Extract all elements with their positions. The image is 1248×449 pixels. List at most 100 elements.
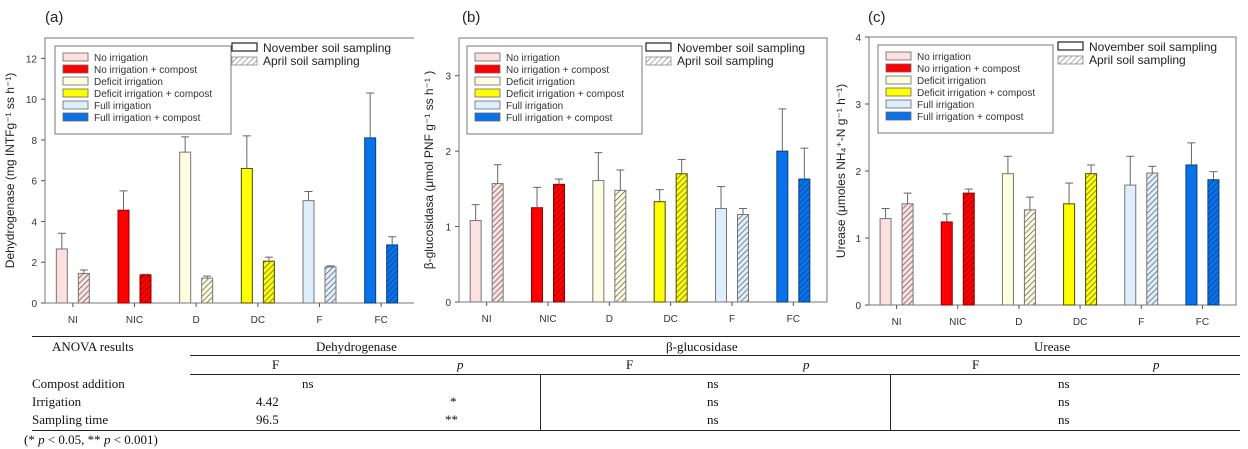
x-tick-label: F	[729, 314, 735, 325]
bar-april	[1207, 179, 1220, 306]
x-tick-label: DC	[251, 315, 265, 326]
column-divider-1	[540, 374, 541, 430]
legend-swatch-november	[1057, 41, 1084, 51]
stat-p-glucosidase: p	[803, 357, 810, 372]
bar-april	[737, 214, 749, 303]
irrigation-glucosidase: ns	[707, 394, 719, 409]
footnote: (* p < 0.05, ** p < 0.001)	[24, 432, 158, 448]
legend-swatch	[885, 87, 912, 97]
x-tick-label: NI	[892, 317, 902, 328]
bar-november	[653, 201, 666, 303]
legend-label: Deficit irrigation	[917, 76, 986, 87]
panel-label: (a)	[45, 9, 63, 26]
footnote-part: < 0.05, **	[44, 432, 104, 447]
x-tick-label: DC	[1073, 317, 1087, 328]
stat-p-urease: p	[1153, 357, 1160, 372]
panel-label: (b)	[462, 9, 480, 26]
x-tick-label: F	[316, 315, 322, 326]
stat-f-urease: F	[972, 357, 980, 372]
legend-label: Full irrigation	[917, 100, 974, 111]
legend-label: Full irrigation + compost	[506, 113, 613, 124]
anova-table: ANOVA results Dehydrogenase β-glucosidas…	[0, 330, 1248, 449]
bar-november	[55, 248, 68, 304]
y-tick-label: 2	[445, 147, 451, 158]
y-tick-label: 1	[855, 234, 861, 245]
y-tick-label: 10	[26, 95, 38, 106]
chart-dehydrogenase: (a) 0 2 4 6 8 10 12 Dehydrogenase (mg INTFg⁻¹ ss…	[3, 9, 414, 326]
legend-label: No irrigation + compost	[917, 64, 1020, 75]
bar-november	[117, 209, 130, 304]
legend-swatch	[474, 88, 501, 98]
legend-swatch	[62, 88, 89, 98]
legend-swatch	[62, 52, 89, 62]
legend-label: No irrigation	[94, 53, 148, 64]
stat-f-glucosidase: F	[626, 357, 634, 372]
legend-label: Full irrigation + compost	[94, 113, 201, 124]
y-tick-label: 4	[31, 217, 37, 228]
legend-label-april: April soil sampling	[263, 54, 360, 68]
legend-label: Deficit irrigation + compost	[917, 88, 1035, 99]
irrigation-urease: ns	[1058, 394, 1070, 409]
x-tick-label: NI	[482, 314, 492, 325]
bar-april	[201, 277, 214, 304]
legend-swatch	[885, 99, 912, 109]
x-tick-label: D	[606, 314, 613, 325]
y-axis-title: Dehydrogenase (mg INTFg⁻¹ ss h⁻¹)	[3, 73, 17, 268]
table-top-rule	[32, 336, 1240, 337]
x-tick-label: NI	[68, 315, 78, 326]
x-tick-label: NIC	[126, 315, 143, 326]
row-label-compost: Compost addition	[32, 376, 125, 391]
legend-swatch	[474, 100, 501, 110]
row-label-irrigation: Irrigation	[32, 394, 82, 409]
legend-label-november: November soil sampling	[677, 41, 805, 55]
bar-april	[262, 260, 275, 304]
column-divider-2	[890, 374, 891, 430]
bar-april	[553, 183, 565, 303]
bar-april	[962, 192, 975, 306]
y-tick-label: 3	[855, 100, 861, 111]
stat-f-dehydrogenase: F	[272, 357, 280, 372]
bar-november	[179, 151, 192, 304]
legend-label: No irrigation	[917, 52, 971, 63]
x-tick-label: NIC	[949, 317, 966, 328]
y-tick-label: 8	[31, 136, 37, 147]
bar-november	[1185, 164, 1198, 306]
bar-april	[139, 274, 152, 304]
bar-november	[715, 207, 727, 303]
y-tick-label: 2	[855, 167, 861, 178]
legend-label: Full irrigation	[506, 101, 563, 112]
chart-beta-glucosidase: (b) 0 1 2 3 β-glucosidasa (μmol PNF g⁻¹ ss h⁻…	[422, 9, 828, 325]
y-tick-label: 12	[26, 54, 38, 65]
legend-swatch	[885, 51, 912, 61]
legend-swatch	[62, 76, 89, 86]
enzyme-header-dehydrogenase: Dehydrogenase	[316, 339, 397, 354]
legend-swatch-april	[645, 56, 672, 66]
bar-april	[1023, 209, 1036, 306]
row-label-sampling-time: Sampling time	[32, 412, 109, 427]
legend-label: Deficit irrigation	[94, 77, 163, 88]
legend-swatch	[474, 52, 501, 62]
table-bottom-rule	[32, 430, 1240, 431]
legend-label-april: April soil sampling	[677, 54, 774, 68]
legend-swatch	[885, 63, 912, 73]
y-tick-label: 6	[31, 177, 37, 188]
legend-swatch	[885, 75, 912, 85]
x-tick-label: FC	[374, 315, 387, 326]
irrigation-dehydrogenase-p: *	[450, 394, 457, 409]
legend-swatch	[474, 76, 501, 86]
plot-frame	[44, 37, 414, 304]
y-tick-label: 2	[31, 258, 37, 269]
footnote-p: p	[103, 432, 111, 447]
x-tick-label: F	[1138, 317, 1144, 328]
y-tick-label: 0	[445, 298, 451, 309]
bar-november	[240, 167, 253, 304]
stat-header-rule	[190, 374, 1240, 375]
legend-swatch	[885, 111, 912, 121]
legend-label: Deficit irrigation + compost	[506, 89, 624, 100]
enzyme-header-urease: Urease	[1034, 339, 1071, 354]
legend-label: Deficit irrigation	[506, 77, 575, 88]
legend-swatch	[62, 100, 89, 110]
footnote-p: p	[38, 432, 45, 447]
bar-november	[940, 221, 953, 306]
legend-label: No irrigation	[506, 53, 560, 64]
